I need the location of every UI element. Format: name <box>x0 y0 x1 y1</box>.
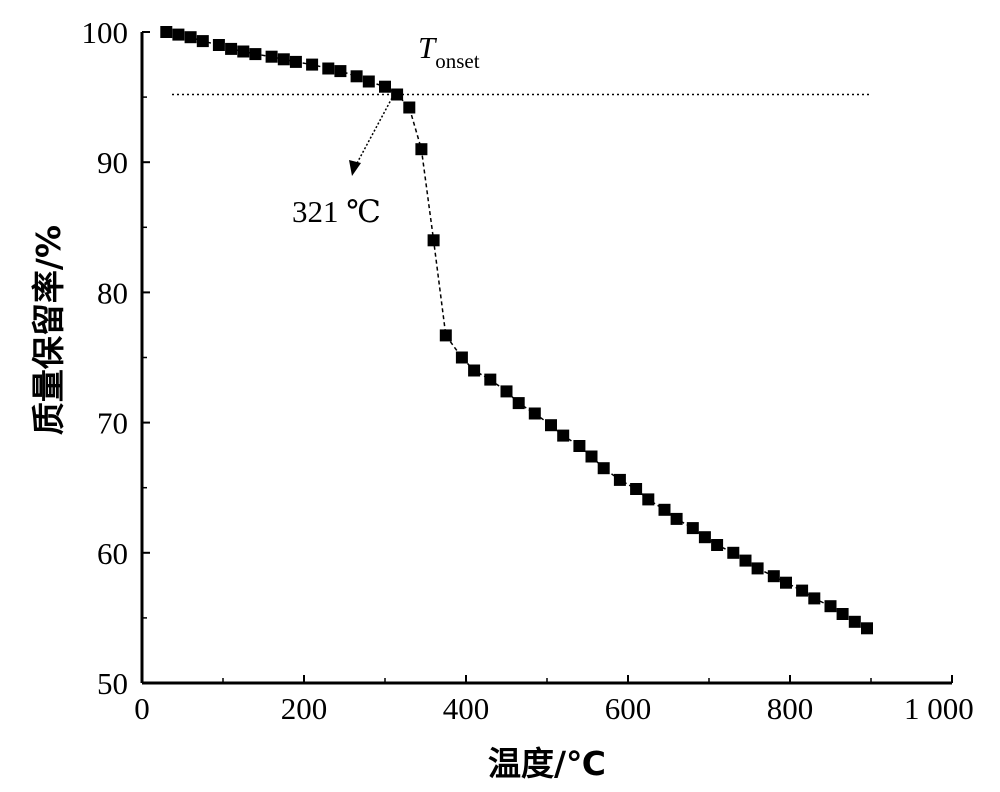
data-point <box>848 615 861 628</box>
data-point <box>225 42 238 55</box>
x-tick-label: 1 000 <box>904 691 974 726</box>
y-tick-label: 50 <box>97 666 128 701</box>
y-tick-label: 90 <box>97 145 128 180</box>
data-point <box>334 65 347 78</box>
data-point <box>808 592 821 605</box>
y-ticks: 50 60 70 80 90 100 <box>82 15 150 701</box>
data-point <box>500 385 513 398</box>
y-axis-title: 质量保留率/% <box>29 225 68 435</box>
data-curve-dashed <box>166 31 868 629</box>
data-point <box>322 62 335 75</box>
data-point <box>249 48 262 61</box>
data-point <box>184 31 197 44</box>
data-point <box>686 522 699 535</box>
x-ticks: 0 200 400 600 800 1 000 <box>134 675 974 726</box>
onset-label-main: T <box>418 30 438 65</box>
data-point <box>824 600 837 613</box>
data-point <box>196 35 209 48</box>
data-point <box>557 429 570 442</box>
data-point <box>670 512 683 525</box>
data-point <box>796 584 809 597</box>
onset-label: Tonset <box>418 30 480 73</box>
data-point <box>767 570 780 583</box>
data-points <box>160 26 873 635</box>
data-point <box>427 234 440 247</box>
data-point <box>585 450 598 463</box>
data-point <box>212 39 225 51</box>
axes: 0 200 400 600 800 1 000 50 60 70 80 90 100 <box>82 15 974 726</box>
x-tick-label: 800 <box>767 691 814 726</box>
data-point <box>172 28 185 41</box>
data-point <box>379 80 391 93</box>
data-point <box>597 462 610 475</box>
data-point <box>836 608 849 620</box>
onset-annotation: Tonset 321 ℃ <box>292 30 480 229</box>
data-point <box>545 419 557 432</box>
data-point <box>658 503 671 516</box>
data-point <box>630 483 643 495</box>
data-point <box>739 554 752 567</box>
onset-arrow-line <box>355 97 393 166</box>
data-point <box>160 26 173 38</box>
data-point <box>350 70 363 83</box>
data-point <box>613 473 626 486</box>
data-point <box>455 351 468 364</box>
x-tick-label: 400 <box>443 691 490 726</box>
data-point <box>468 364 481 377</box>
data-point <box>277 53 290 66</box>
data-point <box>727 546 740 559</box>
data-point <box>403 101 416 114</box>
x-tick-label: 600 <box>605 691 652 726</box>
data-point <box>391 88 404 101</box>
data-point <box>861 622 873 635</box>
onset-arrowhead <box>349 160 361 176</box>
data-point <box>289 55 302 68</box>
data-point <box>484 373 497 386</box>
data-point <box>265 50 278 63</box>
onset-value-label: 321 ℃ <box>292 194 381 229</box>
data-point <box>439 329 452 342</box>
x-axis-title: 温度/℃ <box>488 744 606 783</box>
onset-label-sub: onset <box>435 49 479 73</box>
data-point <box>306 58 319 71</box>
data-point <box>415 143 428 156</box>
data-point <box>642 493 655 506</box>
x-tick-label: 0 <box>134 691 150 726</box>
y-tick-label: 80 <box>97 275 128 310</box>
data-point <box>751 562 764 575</box>
data-point <box>362 75 375 88</box>
y-tick-label: 100 <box>82 15 129 50</box>
data-point <box>528 407 541 420</box>
data-point <box>237 45 250 58</box>
y-tick-label: 60 <box>97 536 128 571</box>
data-point <box>711 539 724 551</box>
data-point <box>573 440 586 452</box>
data-point <box>780 576 792 589</box>
y-tick-label: 70 <box>97 406 128 441</box>
data-point <box>698 531 711 544</box>
data-point <box>512 397 525 410</box>
x-tick-label: 200 <box>281 691 328 726</box>
